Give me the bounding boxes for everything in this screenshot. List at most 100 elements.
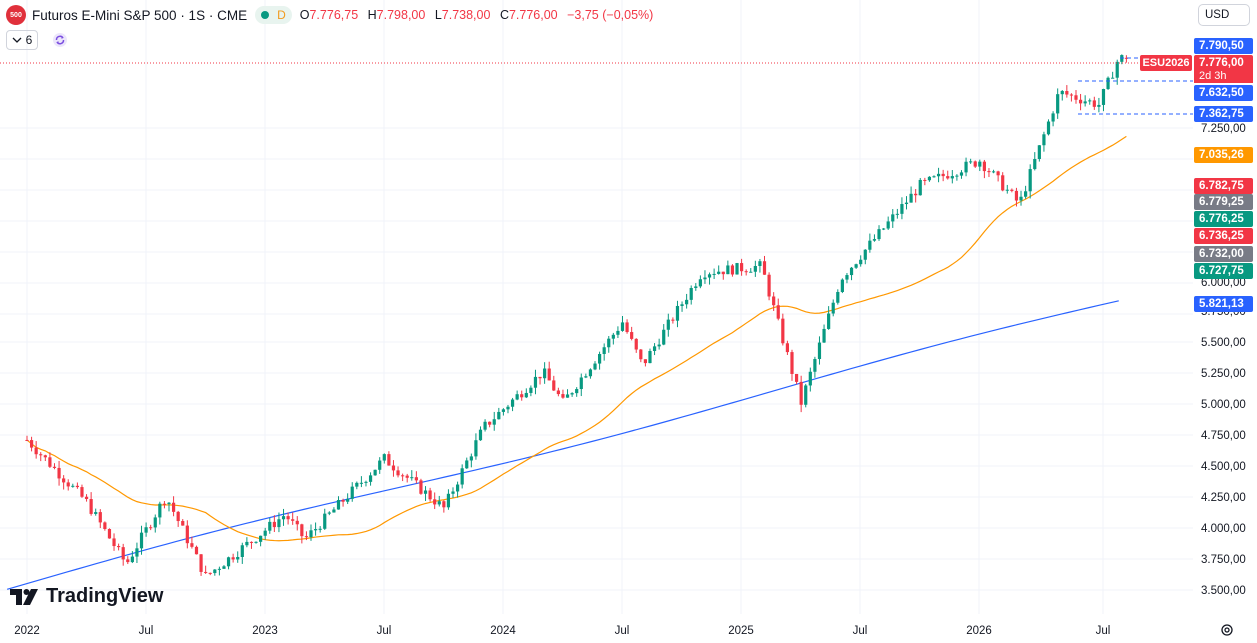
time-tick-label: Jul xyxy=(615,625,630,637)
candle-body xyxy=(423,490,428,494)
candle-body xyxy=(414,477,418,481)
candle-body xyxy=(34,447,38,455)
candle-body xyxy=(877,229,881,240)
candle-body xyxy=(194,546,199,555)
candle-body xyxy=(955,175,959,177)
candle-body xyxy=(62,478,66,483)
candle-body xyxy=(94,512,98,514)
time-tick-label: 2026 xyxy=(966,625,992,637)
candle-body xyxy=(359,482,363,484)
time-tick-label: Jul xyxy=(139,625,154,637)
candle-body xyxy=(190,543,194,547)
candle-body xyxy=(1046,121,1051,135)
price-label: 6.732,00 xyxy=(1194,246,1253,262)
candle-body xyxy=(1033,159,1037,170)
candle-body xyxy=(863,249,867,260)
close-label: C xyxy=(499,8,509,22)
candle-body xyxy=(1101,89,1106,105)
candle-body xyxy=(350,486,354,499)
candle-body xyxy=(1037,145,1041,160)
candle-body xyxy=(304,536,309,538)
chevron-down-icon xyxy=(12,37,22,43)
candle-body xyxy=(231,557,235,560)
candle-body xyxy=(103,522,107,530)
candle-body xyxy=(249,541,254,543)
candle-body xyxy=(698,279,702,287)
candle-body xyxy=(1115,61,1119,78)
tradingview-logo[interactable]: TradingView xyxy=(10,585,163,608)
candle-body xyxy=(254,541,258,543)
market-status-pill[interactable]: D xyxy=(255,6,292,24)
ma-long-line xyxy=(6,300,1119,590)
candle-body xyxy=(121,547,125,560)
contract-badge[interactable]: ESU2026 xyxy=(1140,55,1192,71)
candle-body xyxy=(575,389,579,394)
candle-body xyxy=(474,440,478,457)
currency-selector[interactable]: USD xyxy=(1198,4,1250,26)
candle-body xyxy=(538,376,542,379)
symbol-title[interactable]: Futuros E-Mini S&P 500 · 1S · CME xyxy=(32,7,248,23)
refresh-icon[interactable] xyxy=(52,32,68,48)
candle-body xyxy=(868,240,872,250)
candle-body xyxy=(364,481,368,483)
price-axis: 7.250,006.000,005.750,005.500,005.250,00… xyxy=(1201,123,1246,597)
time-tick-label: Jul xyxy=(1096,625,1111,637)
candle-body xyxy=(396,470,400,476)
delayed-data-letter: D xyxy=(277,8,286,22)
candle-body xyxy=(721,271,725,275)
price-tick-label: 5.000,00 xyxy=(1201,399,1246,411)
candle-body xyxy=(162,503,167,505)
price-label: 7.362,75 xyxy=(1194,106,1253,122)
candle-body xyxy=(75,485,79,488)
gear-icon[interactable] xyxy=(1219,622,1235,638)
candle-body xyxy=(25,439,29,441)
candle-body xyxy=(923,179,927,181)
candle-body xyxy=(657,344,661,347)
candle-body xyxy=(451,491,455,494)
indicators-collapse-button[interactable]: 6 xyxy=(6,30,38,50)
open-value: 7.776,75 xyxy=(309,8,359,22)
candle-body xyxy=(927,176,932,181)
candle-body xyxy=(836,291,840,303)
candle-body xyxy=(327,512,331,514)
candle-body xyxy=(226,557,231,567)
candle-body xyxy=(588,369,593,377)
time-tick-label: 2025 xyxy=(728,625,754,637)
candle-body xyxy=(323,513,327,529)
low-label: L xyxy=(434,8,442,22)
candle-body xyxy=(1056,94,1060,114)
candle-body xyxy=(996,171,1000,176)
ma-short-line xyxy=(26,135,1127,542)
candle-body xyxy=(584,376,588,378)
candle-body xyxy=(762,261,767,275)
candle-body xyxy=(281,516,286,520)
candle-body xyxy=(382,454,386,461)
symbol-badge[interactable]: 500 xyxy=(6,5,26,25)
high-label: H xyxy=(367,8,377,22)
candle-body xyxy=(515,394,519,400)
candle-body xyxy=(1083,101,1087,104)
candle-body xyxy=(854,264,858,268)
candle-body xyxy=(222,566,226,569)
candlestick-series xyxy=(25,54,1128,576)
moving-average-short-line xyxy=(26,135,1127,542)
candle-body xyxy=(1001,175,1005,191)
candle-body xyxy=(849,267,854,276)
candle-body xyxy=(48,457,52,467)
candle-body xyxy=(144,527,148,533)
candle-body xyxy=(391,465,396,471)
candle-body xyxy=(410,477,414,479)
candle-body xyxy=(158,503,162,518)
price-tick-label: 4.500,00 xyxy=(1201,461,1246,473)
candle-body xyxy=(1028,169,1032,192)
candle-body xyxy=(717,271,721,274)
candle-body xyxy=(167,502,171,504)
candle-body xyxy=(217,568,221,570)
candle-body xyxy=(126,559,130,563)
candle-body xyxy=(419,480,423,494)
open-label: O xyxy=(299,8,310,22)
candle-body xyxy=(886,221,890,229)
candle-body xyxy=(872,239,877,241)
candle-body xyxy=(936,173,941,177)
